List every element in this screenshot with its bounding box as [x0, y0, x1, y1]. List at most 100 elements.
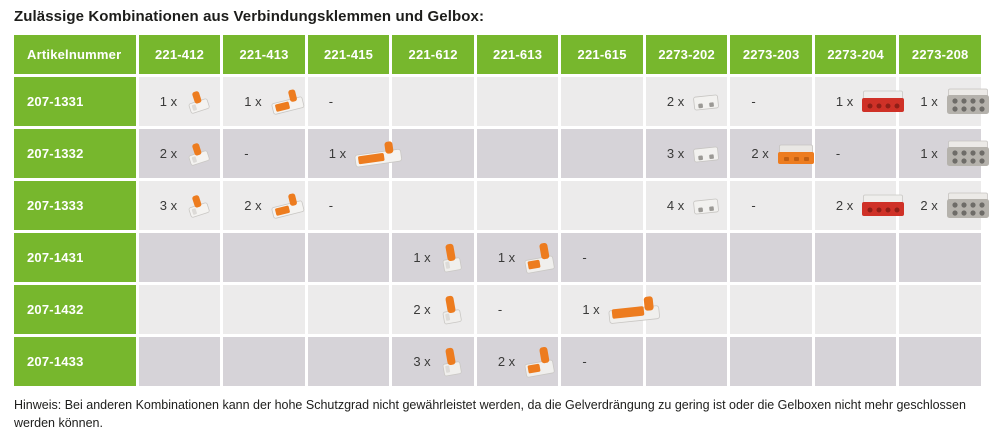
- combination-cell: 1 x: [476, 233, 559, 282]
- table-header-row: Artikelnummer 221-412 221-413 221-415 221-61…: [14, 35, 981, 74]
- combination-cell: [899, 285, 981, 334]
- article-number: 207-1432: [14, 285, 136, 334]
- gelbox-column-header: 221-412: [138, 35, 221, 74]
- quantity-label: 2 x: [159, 146, 178, 161]
- quantity-label: 1 x: [835, 94, 854, 109]
- article-number: 207-1433: [14, 337, 136, 386]
- clamp-2273-204-image: [860, 192, 906, 219]
- quantity-label: 1 x: [497, 250, 516, 265]
- quantity-label: 1 x: [920, 146, 938, 161]
- combination-cell: 2 x: [730, 129, 814, 178]
- combination-cell: 2 x: [223, 181, 305, 230]
- combination-cell: [730, 337, 812, 386]
- combination-cell: 1 x: [307, 129, 403, 178]
- combination-cell: [899, 233, 981, 282]
- quantity-label: -: [497, 302, 503, 317]
- combination-cell: 2 x: [138, 129, 221, 178]
- quantity-label: 1 x: [244, 94, 262, 109]
- clamp-2273-202-image: [691, 90, 721, 114]
- quantity-label: -: [244, 146, 249, 161]
- clamp-221-412-image: [184, 139, 214, 169]
- combination-cell: 2 x: [476, 337, 559, 386]
- combination-cell: [645, 233, 728, 282]
- article-number: 207-1331: [14, 77, 136, 126]
- page-title: Zulässige Kombinationen aus Verbindungsk…: [14, 8, 485, 25]
- table-row: 207-1333 3 x 2 x - 4 x - 2 x 2 x: [14, 181, 989, 230]
- gelbox-column-header: 221-415: [307, 35, 390, 74]
- combinations-table: Artikelnummer 221-412 221-413 221-415 221-61…: [11, 32, 989, 389]
- combination-cell: -: [814, 129, 897, 178]
- combination-cell: -: [307, 181, 390, 230]
- clamp-2273-202-image: [691, 142, 721, 166]
- combination-cell: -: [730, 77, 812, 126]
- combination-cell: 3 x: [138, 181, 221, 230]
- combination-cell: -: [561, 233, 643, 282]
- quantity-label: -: [751, 94, 756, 109]
- clamp-221-413-image: [269, 191, 307, 221]
- quantity-label: 2 x: [244, 198, 262, 213]
- combination-cell: [561, 129, 643, 178]
- combination-cell: 1 x: [223, 77, 305, 126]
- combination-cell: [645, 285, 728, 334]
- clamp-2273-203-image: [776, 141, 816, 167]
- combination-cell: [476, 129, 559, 178]
- combination-cell: 4 x: [645, 181, 728, 230]
- quantity-label: 1 x: [328, 146, 347, 161]
- quantity-label: -: [328, 94, 334, 109]
- combination-cell: [476, 77, 559, 126]
- table-row: 207-1331 1 x 1 x - 2 x - 1 x 1 x: [14, 77, 989, 126]
- combination-cell: [223, 337, 305, 386]
- combination-cell: 1 x: [561, 285, 660, 334]
- gelbox-column-header: 221-613: [476, 35, 559, 74]
- clamp-221-613-image: [522, 344, 558, 380]
- quantity-label: 2 x: [920, 198, 938, 213]
- quantity-label: 3 x: [413, 354, 431, 369]
- combination-cell: [730, 285, 812, 334]
- article-number: 207-1333: [14, 181, 136, 230]
- clamp-221-615-image: [607, 294, 663, 326]
- quantity-label: 1 x: [159, 94, 178, 109]
- quantity-label: 2 x: [751, 146, 769, 161]
- gelbox-column-header: 2273-202: [645, 35, 728, 74]
- combination-cell: [138, 285, 221, 334]
- combination-cell: 1 x: [138, 77, 221, 126]
- quantity-label: 2 x: [413, 302, 431, 317]
- combination-cell: [307, 337, 390, 386]
- quantity-label: 2 x: [666, 94, 685, 109]
- combination-cell: [561, 181, 643, 230]
- gelbox-column-header: 2273-208: [899, 35, 981, 74]
- quantity-label: 2 x: [835, 198, 854, 213]
- clamp-2273-208-image: [945, 86, 991, 117]
- clamp-2273-208-image: [945, 190, 991, 221]
- combination-cell: [307, 233, 390, 282]
- table-row: 207-1431 1 x 1 x -: [14, 233, 981, 282]
- clamp-221-612-image: [438, 292, 465, 328]
- article-column-header: Artikelnummer: [14, 35, 136, 74]
- combination-cell: [138, 337, 221, 386]
- clamp-2273-208-image: [945, 138, 991, 169]
- combination-cell: 2 x: [645, 77, 728, 126]
- combination-cell: [138, 233, 221, 282]
- combination-cell: 2 x: [899, 181, 989, 230]
- gelbox-column-header: 221-615: [561, 35, 643, 74]
- combination-cell: [223, 285, 305, 334]
- clamp-221-415-image: [353, 139, 405, 169]
- combination-cell: 1 x: [899, 77, 989, 126]
- quantity-label: -: [582, 354, 587, 369]
- quantity-label: 3 x: [666, 146, 685, 161]
- combination-cell: 1 x: [899, 129, 989, 178]
- combination-cell: [899, 337, 981, 386]
- quantity-label: 2 x: [497, 354, 516, 369]
- clamp-221-613-image: [522, 240, 558, 276]
- combination-cell: [561, 77, 643, 126]
- combination-cell: [730, 233, 812, 282]
- combination-cell: -: [223, 129, 305, 178]
- quantity-label: 1 x: [413, 250, 431, 265]
- combination-cell: [814, 337, 897, 386]
- table-row: 207-1433 3 x 2 x -: [14, 337, 981, 386]
- quantity-label: 1 x: [582, 302, 600, 317]
- clamp-221-413-image: [269, 87, 307, 117]
- gelbox-column-header: 221-612: [392, 35, 474, 74]
- quantity-label: 1 x: [920, 94, 938, 109]
- combination-cell: [476, 181, 559, 230]
